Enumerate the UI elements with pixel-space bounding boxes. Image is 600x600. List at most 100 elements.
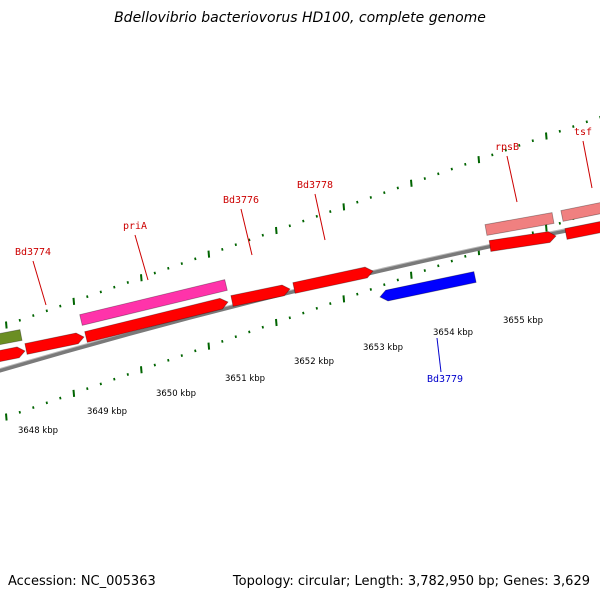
top-track-tick [477, 156, 481, 164]
top-track-tick [585, 120, 588, 124]
bottom-track-tick [383, 283, 386, 287]
top-track-tick [558, 129, 561, 133]
bottom-track-tick [369, 288, 372, 291]
top-track-tick [369, 196, 372, 199]
scale-label: 3654 kbp [433, 328, 473, 338]
gene-label-leader [32, 260, 47, 306]
bottom-track-tick [194, 349, 197, 353]
top-track-tick [518, 144, 521, 147]
gene-arrow-light [560, 202, 600, 222]
scale-label: 3655 kbp [503, 316, 543, 326]
label-layer: 3648 kbp 3649 kbp 3650 kbp 3651 kbp 3652 kbp… [15, 127, 593, 436]
bottom-track-tick [248, 330, 251, 334]
top-track-tick [410, 179, 413, 187]
top-track-tick [45, 309, 48, 313]
bottom-track-tick [450, 259, 453, 263]
top-track-tick [153, 271, 156, 275]
bottom-track-tick [5, 413, 8, 421]
bottom-track-tick [45, 401, 48, 405]
top-track-tick [59, 304, 62, 308]
top-track-tick [383, 191, 386, 195]
genome-summary-text: Topology: circular; Length: 3,782,950 bp… [232, 574, 590, 589]
gene-arrow [24, 332, 85, 355]
scale-label: 3651 kbp [225, 374, 265, 384]
top-track-tick [194, 257, 197, 261]
gene-label: Bd3776 [223, 195, 259, 206]
top-track-tick [572, 125, 575, 128]
gene-arrow-pink [79, 279, 228, 326]
accession-text: Accession: NC_005363 [8, 574, 156, 589]
top-track-tick [491, 153, 494, 157]
bottom-track-tick [396, 278, 399, 282]
bottom-track-tick [113, 377, 116, 381]
bottom-track-tick [59, 396, 62, 400]
top-track-tick [126, 281, 129, 284]
gene-label: priA [123, 221, 147, 232]
top-track-tick [140, 274, 143, 282]
top-track-tick [315, 214, 318, 218]
top-track-tick [302, 219, 305, 223]
top-tick-track [5, 115, 600, 329]
top-track-tick [261, 233, 264, 237]
bottom-track-tick [558, 221, 561, 225]
scale-label: 3650 kbp [156, 389, 196, 399]
bottom-track-tick [288, 316, 291, 320]
bottom-track-tick [410, 271, 413, 279]
top-track-tick [248, 238, 251, 242]
bottom-track-tick [167, 358, 170, 362]
gene-arrow [0, 346, 26, 363]
bottom-track-tick [329, 302, 332, 306]
gene-label: Bd3778 [297, 180, 333, 191]
top-track-tick [113, 285, 116, 289]
top-track-tick [99, 290, 102, 294]
top-track-tick [437, 172, 440, 176]
top-track-tick [180, 262, 183, 265]
feature-layer [0, 202, 600, 363]
bottom-track-tick [99, 382, 102, 386]
bottom-track-tick [234, 335, 237, 339]
gene-label-leader [134, 234, 149, 281]
bottom-track-tick [72, 389, 76, 397]
bottom-track-tick [302, 311, 305, 315]
gene-arrow [84, 297, 229, 343]
bottom-track-tick [221, 339, 224, 343]
bottom-track-tick [140, 366, 143, 374]
bottom-track-tick [545, 224, 548, 232]
top-track-tick [18, 318, 21, 322]
top-track-tick [221, 247, 224, 251]
bottom-track-tick [315, 306, 318, 310]
gene-label-leader-reverse [436, 337, 442, 373]
gene-label: Bd3774 [15, 247, 51, 258]
bottom-track-tick [261, 325, 264, 329]
top-track-tick [86, 295, 89, 299]
bottom-track-tick [18, 410, 21, 414]
gene-label-leader [582, 140, 593, 189]
top-track-tick [72, 297, 76, 305]
genome-title: Bdellovibrio bacteriovorus HD100, comple… [114, 10, 486, 26]
top-track-tick [329, 210, 332, 214]
top-track-tick [32, 314, 35, 317]
gene-arrow [564, 221, 600, 240]
scale-label: 3649 kbp [87, 407, 127, 417]
gene-label-leader [240, 208, 253, 256]
bottom-track-tick [437, 264, 440, 268]
top-track-tick [396, 186, 399, 190]
gene-arrow-reverse [379, 271, 477, 302]
gene-arrow [488, 231, 557, 252]
bottom-track-tick [531, 231, 534, 235]
top-track-tick [464, 162, 467, 166]
bottom-track-tick [153, 363, 156, 367]
top-track-tick [356, 200, 359, 204]
top-track-tick [504, 148, 507, 152]
top-track-tick [450, 167, 453, 171]
bottom-track-tick [126, 373, 129, 376]
bottom-track-tick [342, 295, 346, 303]
top-track-tick [531, 139, 534, 143]
bottom-track-tick [180, 354, 183, 357]
gene-label-leader [506, 155, 518, 203]
top-track-tick [288, 224, 291, 228]
gene-arrow [292, 266, 374, 294]
bottom-track-tick [275, 318, 278, 327]
top-track-tick [545, 132, 548, 140]
